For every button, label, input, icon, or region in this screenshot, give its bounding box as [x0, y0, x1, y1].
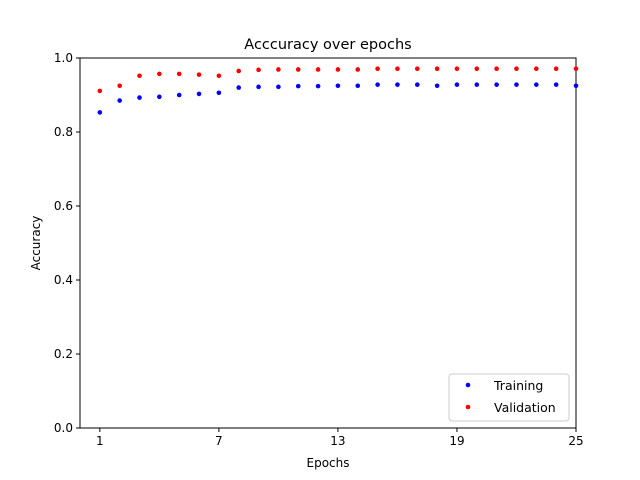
point-validation-21: [494, 66, 499, 72]
plot-area: [79, 57, 577, 429]
point-validation-3: [137, 73, 142, 79]
y-tick-label-3: 0.6: [54, 199, 73, 213]
x-axis-label: Epochs: [307, 456, 350, 470]
point-training-2: [117, 98, 122, 103]
x-tick-label-25: 25: [568, 434, 583, 448]
point-training-5: [176, 92, 182, 98]
point-validation-22: [514, 66, 519, 72]
point-training-9: [256, 84, 261, 90]
point-validation-2: [117, 83, 122, 89]
point-validation-19: [454, 66, 460, 72]
point-training-22: [514, 82, 519, 87]
x-tick-label-19: 19: [449, 434, 464, 448]
point-training-3: [137, 95, 142, 100]
point-validation-24: [553, 66, 559, 72]
point-training-12: [315, 83, 321, 89]
y-axis-ticks: 0.0 0.2 0.4 0.6 0.8 1.0: [54, 51, 80, 435]
point-training-11: [295, 83, 301, 89]
x-tick-label-7: 7: [215, 434, 223, 448]
point-validation-9: [256, 67, 261, 73]
point-validation-14: [355, 67, 361, 72]
x-axis-ticks: 1 7 13 19 25: [96, 428, 584, 448]
point-validation-25: [573, 66, 579, 72]
point-validation-4: [157, 71, 162, 77]
point-validation-11: [295, 67, 301, 72]
point-validation-18: [434, 66, 440, 72]
legend-box: [448, 373, 570, 422]
point-validation-7: [216, 73, 222, 79]
point-training-8: [236, 85, 242, 90]
point-training-18: [434, 83, 440, 89]
point-training-16: [395, 82, 400, 87]
point-validation-5: [176, 71, 182, 77]
point-validation-15: [375, 66, 380, 72]
point-validation-8: [236, 68, 242, 74]
y-tick-label-2: 0.4: [54, 273, 73, 287]
y-axis-label: Accuracy: [29, 216, 43, 271]
point-training-10: [276, 84, 281, 90]
legend-label-validation: Validation: [494, 400, 556, 415]
point-training-6: [196, 91, 202, 97]
point-training-14: [355, 83, 361, 89]
legend-marker-validation: [465, 404, 471, 410]
x-tick-label-13: 13: [330, 434, 345, 448]
chart-title: Acccuracy over epochs: [244, 37, 411, 53]
point-validation-16: [395, 66, 400, 72]
y-tick-label-0: 0.0: [54, 421, 73, 435]
point-validation-10: [276, 67, 281, 72]
point-training-20: [474, 82, 480, 87]
point-training-4: [157, 94, 162, 100]
point-training-19: [454, 82, 460, 87]
point-validation-20: [474, 66, 480, 72]
point-validation-17: [414, 66, 420, 72]
point-validation-12: [315, 67, 321, 72]
legend: Training Validation: [448, 373, 570, 422]
point-training-24: [553, 82, 559, 87]
point-validation-1: [97, 88, 103, 94]
x-tick-label-1: 1: [96, 434, 104, 448]
point-training-23: [534, 82, 539, 87]
data-points: [97, 66, 579, 115]
legend-marker-training: [465, 382, 471, 388]
point-training-21: [494, 82, 499, 87]
point-training-1: [97, 110, 103, 115]
point-training-25: [573, 83, 579, 89]
point-training-17: [414, 82, 420, 87]
y-tick-label-1: 0.2: [54, 347, 73, 361]
y-tick-label-4: 0.8: [54, 125, 73, 139]
point-validation-13: [335, 67, 341, 72]
point-validation-23: [534, 66, 539, 72]
point-training-7: [216, 90, 222, 96]
legend-label-training: Training: [493, 378, 543, 393]
point-training-15: [375, 82, 380, 87]
point-validation-6: [196, 72, 202, 77]
point-training-13: [335, 83, 341, 89]
y-tick-label-5: 1.0: [54, 51, 73, 65]
